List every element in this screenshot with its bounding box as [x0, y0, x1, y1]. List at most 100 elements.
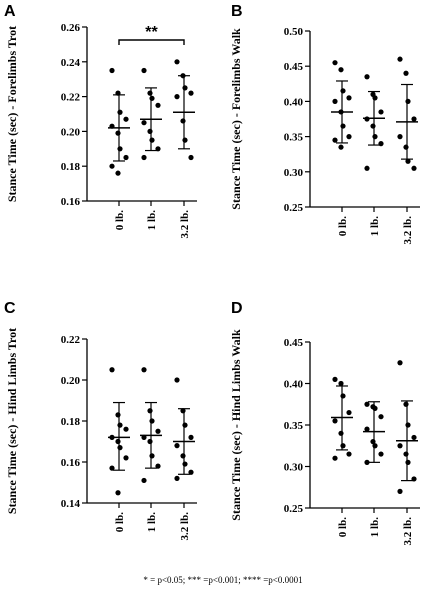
data-point: [123, 154, 129, 161]
y-tick-label: 0.20: [61, 375, 81, 387]
data-point: [405, 422, 411, 428]
data-point: [338, 144, 344, 150]
data-point: [397, 134, 403, 140]
y-tick-label: 0.45: [284, 61, 304, 73]
data-point: [155, 463, 161, 469]
y-tick-label: 0.25: [284, 503, 304, 515]
data-point: [397, 56, 403, 62]
data-point: [109, 163, 115, 169]
panel-letter: A: [4, 3, 16, 20]
data-point: [147, 90, 153, 96]
data-point: [109, 367, 115, 373]
data-point: [340, 443, 346, 449]
x-tick-label: 1 lb.: [146, 210, 158, 230]
panel-letter: C: [4, 300, 16, 317]
data-point: [141, 154, 147, 161]
y-tick-label: 0.35: [284, 132, 304, 144]
chart-panel-a: A Stance Time (sec) - Forelimbs Trot 0.16 0…: [4, 3, 197, 238]
data-point: [141, 67, 147, 74]
data-point: [403, 70, 409, 76]
y-tick-label: 0.40: [284, 379, 304, 391]
data-point: [372, 443, 378, 449]
data-point: [378, 109, 384, 115]
data-point: [332, 376, 338, 382]
data-point: [346, 409, 352, 416]
data-point: [397, 488, 403, 494]
data-point: [147, 128, 153, 134]
y-axis-label: Stance Time (sec) - Forelimbs Walk: [229, 28, 243, 210]
data-point: [332, 98, 338, 104]
chart-panel-d: D Stance Time (sec) - Hind Limbs Walk 0.25…: [229, 300, 420, 545]
y-tick-label: 0.30: [284, 462, 304, 474]
data-point: [174, 475, 180, 481]
data-point: [155, 102, 161, 108]
data-point: [115, 412, 121, 418]
x-tick-label: 0 lb.: [114, 210, 126, 230]
data-point: [109, 465, 115, 471]
x-tick-label: 3.2 lb.: [402, 216, 414, 245]
data-point: [364, 459, 370, 465]
data-point: [117, 146, 123, 152]
data-point: [115, 170, 121, 176]
data-point: [405, 158, 411, 164]
data-point: [109, 67, 115, 74]
data-point: [188, 469, 194, 475]
data-point: [411, 434, 417, 441]
data-point: [332, 455, 338, 461]
data-point: [403, 451, 409, 457]
y-tick-label: 0.45: [284, 337, 304, 349]
y-tick-label: 0.22: [61, 334, 81, 346]
data-point: [405, 459, 411, 465]
data-point: [372, 405, 378, 411]
data-point: [141, 367, 147, 373]
y-tick-label: 0.16: [61, 196, 81, 208]
data-point: [115, 438, 121, 445]
data-point: [180, 453, 186, 459]
data-point: [115, 130, 121, 136]
y-axis-label: Stance Time (sec) - Forelimbs Trot: [5, 26, 19, 202]
data-point: [147, 438, 153, 445]
x-tick-label: 1 lb.: [369, 216, 381, 236]
data-point: [370, 123, 376, 129]
data-point: [338, 430, 344, 436]
data-point: [340, 123, 346, 129]
x-tick-label: 3.2 lb.: [402, 517, 414, 546]
y-axis-label: Stance Time (sec) - Hind Limbs Trot: [5, 328, 19, 514]
chart-panel-c: C Stance Time (sec) - Hind Limbs Trot 0.14…: [4, 300, 197, 540]
y-tick-label: 0.30: [284, 167, 304, 179]
significance-label: **: [145, 24, 158, 41]
x-tick-label: 0 lb.: [114, 512, 126, 532]
data-point: [117, 445, 123, 451]
data-point: [117, 422, 123, 428]
data-point: [117, 109, 123, 115]
data-point: [378, 451, 384, 457]
data-point: [123, 426, 129, 432]
data-point: [364, 426, 370, 432]
data-point: [338, 67, 344, 73]
data-point: [174, 94, 180, 100]
data-point: [397, 443, 403, 449]
data-point: [123, 455, 129, 461]
data-point: [188, 154, 194, 161]
data-point: [141, 477, 147, 484]
y-tick-label: 0.40: [284, 96, 304, 108]
x-tick-label: 0 lb.: [337, 517, 349, 537]
data-point: [174, 59, 180, 65]
y-tick-label: 0.14: [61, 498, 81, 510]
y-tick-label: 0.18: [61, 161, 81, 173]
y-tick-label: 0.18: [61, 416, 81, 428]
y-tick-label: 0.22: [61, 92, 81, 104]
x-tick-label: 1 lb.: [146, 512, 158, 532]
data-point: [405, 98, 411, 104]
x-tick-label: 3.2 lb.: [179, 210, 191, 239]
data-point: [147, 408, 153, 414]
y-tick-label: 0.16: [61, 457, 81, 469]
data-point: [372, 95, 378, 101]
data-point: [364, 165, 370, 171]
data-point: [403, 144, 409, 150]
data-point: [182, 461, 188, 467]
data-point: [174, 443, 180, 449]
y-tick-label: 0.50: [284, 26, 304, 38]
data-point: [332, 60, 338, 66]
